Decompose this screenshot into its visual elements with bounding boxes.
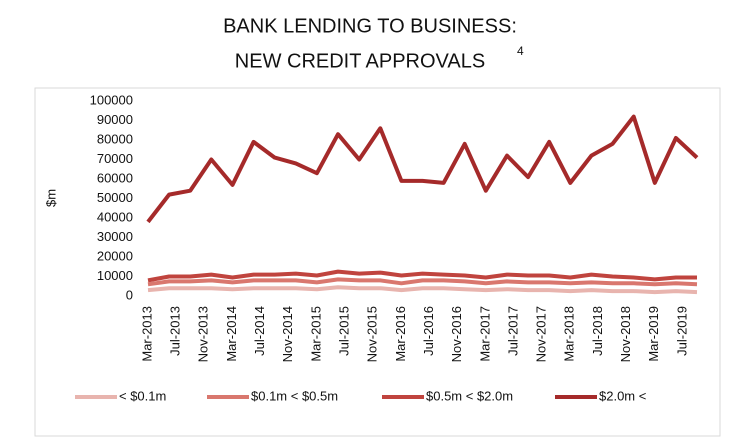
x-tick-label: Mar-2015 [308,306,323,362]
series-line [147,277,698,287]
x-tick-label: Jul-2019 [674,306,689,356]
y-tick-label: 0 [126,287,133,302]
x-tick-label: Nov-2018 [618,306,633,362]
y-axis-label: $m [43,189,58,207]
x-tick-label: Jul-2017 [505,306,520,356]
series-line [146,114,699,224]
y-tick-label: 10000 [97,268,133,283]
legend-label: $0.5m < $2.0m [426,388,513,403]
x-tick-label: Nov-2017 [534,306,549,362]
y-tick-label: 40000 [97,209,133,224]
x-tick-label: Mar-2014 [224,306,239,362]
x-tick-label: Jul-2016 [421,306,436,356]
x-tick-label: Mar-2018 [562,306,577,362]
chart-title: NEW CREDIT APPROVALS [235,50,485,72]
title-footnote: 4 [517,44,524,58]
series-line [147,285,698,295]
y-tick-label: 90000 [97,112,133,127]
x-tick-label: Jul-2013 [168,306,183,356]
legend-label: $0.1m < $0.5m [251,388,338,403]
x-tick-label: Nov-2013 [196,306,211,362]
chart-title: BANK LENDING TO BUSINESS: [223,15,517,37]
x-tick-label: Mar-2017 [477,306,492,362]
x-tick-label: Mar-2019 [646,306,661,362]
x-tick-label: Jul-2018 [590,306,605,356]
x-tick-label: Mar-2016 [393,306,408,362]
y-tick-label: 70000 [97,151,133,166]
y-tick-label: 100000 [90,92,133,107]
x-tick-label: Jul-2015 [337,306,352,356]
y-tick-label: 50000 [97,190,133,205]
legend-label: $2.0m < [599,388,646,403]
x-tick-label: Nov-2014 [280,306,295,362]
x-tick-label: Jul-2014 [252,306,267,356]
x-tick-label: Mar-2013 [139,306,154,362]
series-line [147,269,697,283]
x-tick-label: Nov-2016 [449,306,464,362]
y-tick-label: 20000 [97,248,133,263]
y-tick-label: 80000 [97,131,133,146]
y-tick-label: 30000 [97,229,133,244]
y-tick-label: 60000 [97,170,133,185]
chart-frame [34,87,721,437]
legend-label: < $0.1m [119,388,166,403]
x-tick-label: Nov-2015 [365,306,380,362]
